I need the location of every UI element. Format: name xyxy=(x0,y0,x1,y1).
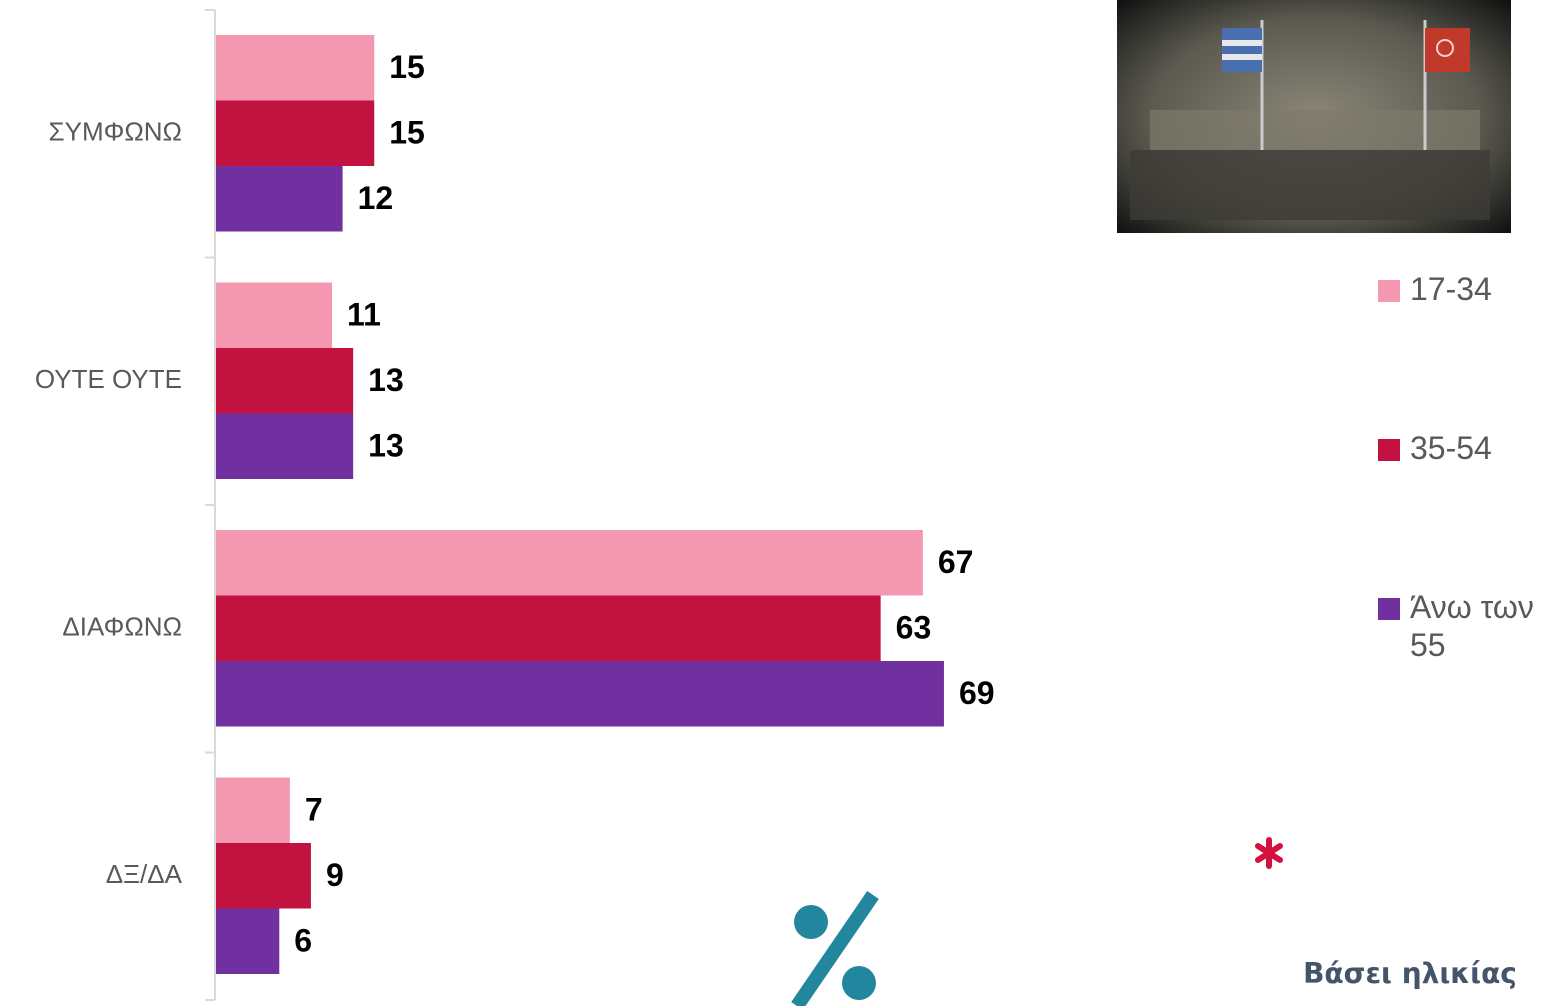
bar xyxy=(216,413,354,479)
value-label: 7 xyxy=(305,792,323,828)
legend-label: 35-54 xyxy=(1410,430,1492,466)
note: Βάσει ηλικίας xyxy=(1303,957,1517,990)
legend-swatch xyxy=(1378,598,1400,620)
bar xyxy=(216,282,333,348)
value-label: 69 xyxy=(959,675,995,711)
value-label: 11 xyxy=(347,297,381,333)
percent-icon xyxy=(791,891,879,1006)
category-label: ΟΥΤΕ ΟΥΤΕ xyxy=(35,364,182,394)
bar xyxy=(216,843,311,909)
bar xyxy=(216,661,944,727)
value-label: 13 xyxy=(368,428,404,464)
bar xyxy=(216,595,881,661)
bar xyxy=(216,530,923,596)
asterisk xyxy=(1255,837,1283,869)
value-label: 15 xyxy=(389,115,425,151)
value-label: 63 xyxy=(896,610,932,646)
legend-swatch xyxy=(1378,439,1400,461)
category-label: ΣΥΜΦΩΝΩ xyxy=(49,117,182,147)
category-label: ΔΞ/ΔΑ xyxy=(106,859,183,889)
value-label: 9 xyxy=(326,857,344,893)
bar xyxy=(216,908,280,974)
value-label: 13 xyxy=(368,362,404,398)
value-label: 67 xyxy=(938,544,974,580)
bar xyxy=(216,348,354,414)
bar xyxy=(216,777,290,843)
value-label: 15 xyxy=(389,49,425,85)
bar xyxy=(216,100,375,166)
category-label: ΔΙΑΦΩΝΩ xyxy=(62,612,182,642)
value-label: 6 xyxy=(294,923,312,959)
legend-swatch xyxy=(1378,280,1400,302)
bar xyxy=(216,35,375,101)
legend-label: 17-34 xyxy=(1410,271,1492,307)
legend-label: Άνω των 55 xyxy=(1410,589,1534,663)
photo xyxy=(1117,0,1511,233)
value-label: 12 xyxy=(358,180,394,216)
bar xyxy=(216,166,343,232)
